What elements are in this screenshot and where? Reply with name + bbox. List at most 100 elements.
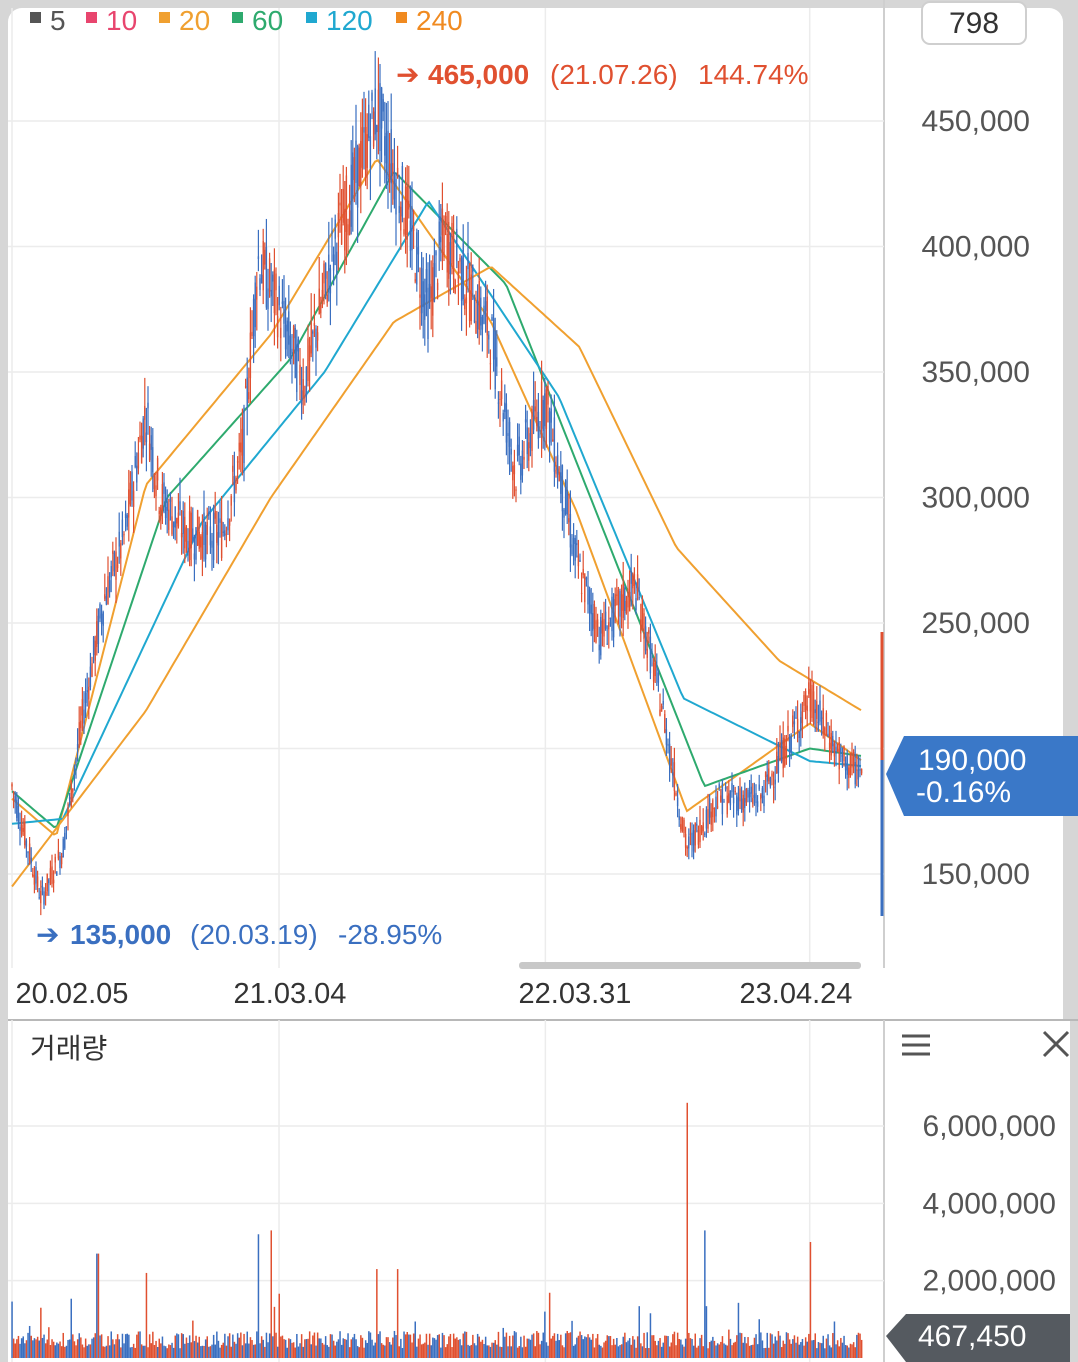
legend-item-10[interactable]: 10 [106, 5, 137, 36]
volume-bar [238, 1337, 240, 1358]
low-marker-date: (20.03.19) [190, 919, 318, 950]
candle-body [638, 597, 640, 599]
candle-body [220, 520, 223, 559]
candle-body [464, 299, 466, 310]
volume-bar [404, 1334, 407, 1358]
volume-bar [545, 1342, 548, 1358]
volume-bar [804, 1337, 807, 1358]
candle-body [691, 832, 693, 846]
candle-body [204, 524, 207, 560]
candle-body [560, 472, 562, 494]
candle-body [94, 640, 96, 661]
candle-body [38, 897, 40, 899]
candle-body [441, 208, 444, 236]
volume-bar [342, 1338, 344, 1358]
volume-bar [14, 1343, 16, 1358]
candle-body [444, 216, 447, 225]
volume-bar [107, 1336, 109, 1358]
legend-item-20[interactable]: 20 [179, 5, 210, 36]
candle-body [587, 585, 589, 605]
volume-bar [496, 1344, 498, 1358]
legend-item-120[interactable]: 120 [326, 5, 373, 36]
candle-body [129, 482, 132, 505]
volume-bar [676, 1332, 679, 1358]
candle-body [219, 518, 221, 523]
candle-body [20, 824, 23, 835]
candle-body [694, 822, 696, 846]
candle-body [446, 234, 448, 273]
volume-bar [488, 1345, 490, 1358]
ma-legend[interactable]: 5 10 20 60 120 240 [30, 5, 463, 36]
candle-body [313, 323, 316, 326]
legend-item-240[interactable]: 240 [416, 5, 463, 36]
chart-scrollbar[interactable] [519, 962, 861, 969]
volume-bar [308, 1331, 311, 1358]
candle-body [280, 327, 282, 339]
volume-bar [793, 1335, 796, 1358]
candle-body [360, 141, 362, 187]
candle-body [124, 513, 127, 519]
candle-body [108, 580, 111, 593]
volume-bar [105, 1345, 108, 1358]
candle-body [468, 290, 471, 321]
candle-body [496, 357, 498, 367]
volume-bar [27, 1332, 29, 1358]
candle-body [12, 792, 15, 795]
volume-bar [65, 1345, 68, 1358]
legend-swatch-120 [306, 12, 317, 23]
candle-body [750, 786, 752, 794]
volume-bar [580, 1335, 583, 1358]
volume-bar [25, 1340, 28, 1358]
volume-bar [459, 1339, 461, 1358]
menu-icon[interactable] [902, 1034, 930, 1056]
volume-bar [209, 1346, 212, 1358]
candle-body [827, 733, 829, 737]
y-tick-label: 450,000 [922, 105, 1030, 138]
volume-bar [686, 1102, 688, 1358]
volume-bar [449, 1333, 452, 1358]
candle-body [833, 743, 836, 757]
candle-body [140, 435, 143, 464]
volume-bar [696, 1347, 698, 1358]
candle-body [673, 762, 676, 791]
volume-bar [598, 1344, 600, 1358]
candle-body [620, 594, 623, 611]
candle-body [569, 513, 572, 548]
candle-body [755, 793, 757, 804]
candle-body [264, 249, 266, 265]
candle-body [523, 456, 525, 460]
candle-body [660, 705, 663, 712]
candle-body [736, 795, 738, 815]
candle-body [651, 651, 653, 653]
volume-bar [390, 1344, 392, 1358]
volume-bar [281, 1335, 284, 1358]
candle-body [377, 89, 380, 133]
candle-body [97, 615, 100, 645]
candle-body [499, 398, 501, 400]
counter-box[interactable] [921, 1, 1027, 45]
volume-bar [716, 1343, 719, 1358]
volume-bar [86, 1345, 88, 1358]
volume-bar [158, 1338, 160, 1358]
volume-bar [187, 1342, 189, 1358]
volume-bar [430, 1345, 432, 1358]
candle-body [683, 819, 685, 834]
volume-bar [712, 1336, 714, 1358]
candle-body [260, 274, 263, 284]
volume-bar [113, 1344, 116, 1358]
candle-body [777, 755, 780, 774]
volume-bar [278, 1293, 280, 1358]
volume-bar [723, 1343, 725, 1358]
volume-bar [715, 1345, 717, 1358]
volume-bar [83, 1347, 85, 1358]
legend-item-60[interactable]: 60 [252, 5, 283, 36]
volume-bar [556, 1333, 559, 1358]
candle-body [35, 867, 37, 884]
candle-body [153, 476, 156, 490]
close-icon[interactable] [1042, 1030, 1070, 1058]
candle-body [62, 839, 64, 858]
volume-bar [616, 1337, 618, 1358]
legend-item-5[interactable]: 5 [50, 5, 66, 36]
volume-bar [81, 1344, 84, 1358]
